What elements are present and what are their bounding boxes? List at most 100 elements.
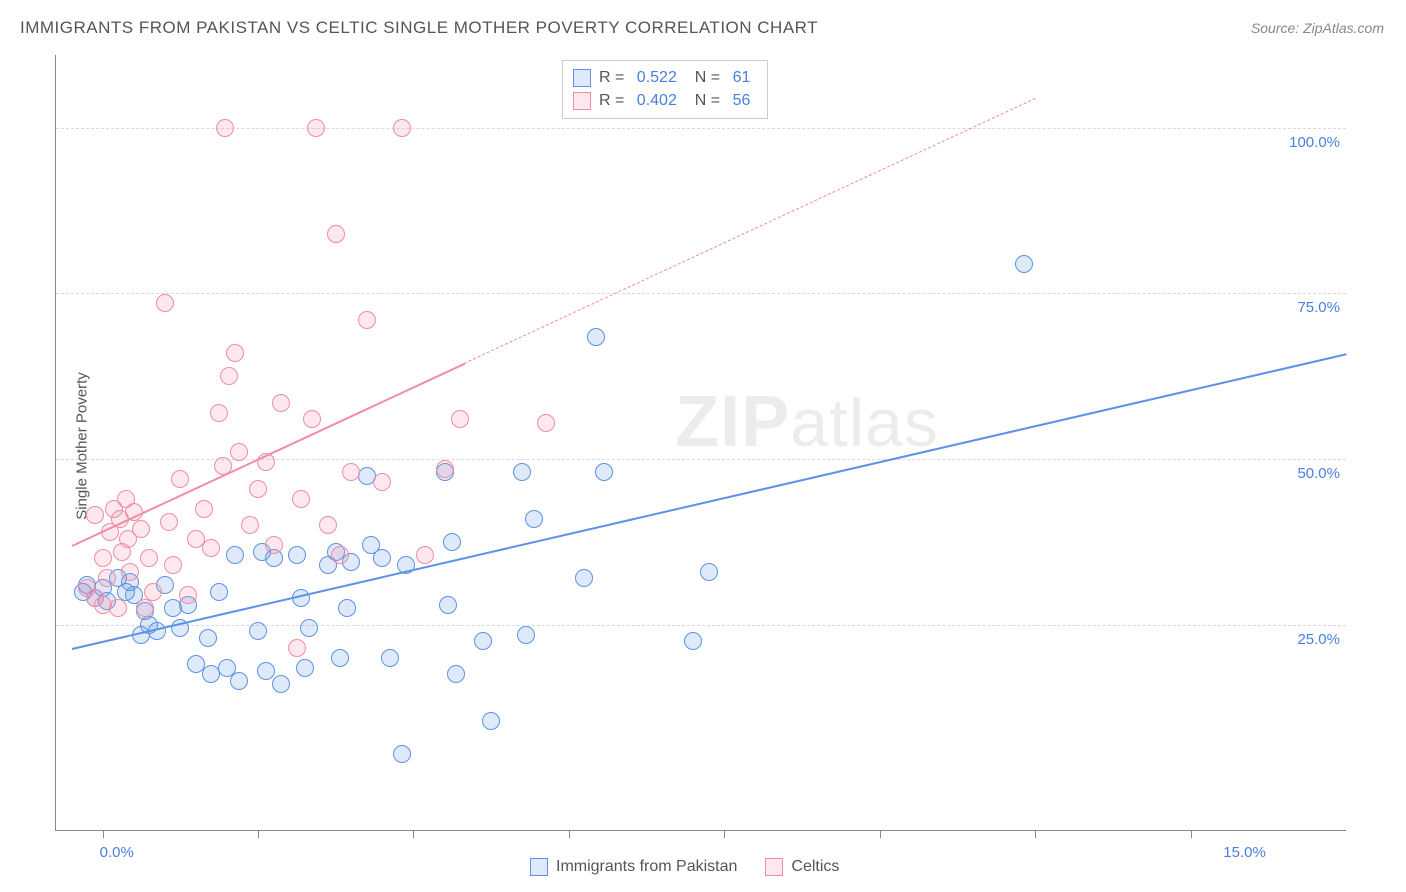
scatter-point — [447, 665, 465, 683]
stat-n-value: 61 — [733, 66, 757, 89]
scatter-point — [265, 536, 283, 554]
scatter-point — [241, 516, 259, 534]
scatter-point — [249, 622, 267, 640]
scatter-point — [171, 470, 189, 488]
x-tick — [724, 830, 725, 838]
x-tick — [413, 830, 414, 838]
scatter-point — [331, 546, 349, 564]
scatter-point — [121, 563, 139, 581]
scatter-point — [517, 626, 535, 644]
legend-swatch — [573, 69, 591, 87]
watermark-bold: ZIP — [675, 382, 790, 462]
scatter-point — [272, 675, 290, 693]
scatter-point — [700, 563, 718, 581]
scatter-point — [230, 443, 248, 461]
scatter-point — [226, 344, 244, 362]
scatter-point — [1015, 255, 1033, 273]
scatter-point — [86, 506, 104, 524]
scatter-point — [416, 546, 434, 564]
scatter-point — [397, 556, 415, 574]
stats-legend-box: R = 0.522 N = 61R = 0.402 N = 56 — [562, 60, 768, 119]
y-tick-label: 75.0% — [1297, 299, 1340, 316]
scatter-point — [109, 599, 127, 617]
scatter-point — [331, 649, 349, 667]
scatter-point — [144, 583, 162, 601]
scatter-point — [216, 119, 234, 137]
scatter-point — [684, 632, 702, 650]
scatter-point — [292, 589, 310, 607]
stats-row: R = 0.402N = 56 — [573, 89, 757, 112]
stat-n-label: N = — [695, 89, 725, 112]
scatter-point — [156, 294, 174, 312]
legend-label: Celtics — [791, 858, 839, 876]
scatter-point — [249, 480, 267, 498]
legend-swatch — [530, 858, 548, 876]
y-tick-label: 50.0% — [1297, 465, 1340, 482]
scatter-point — [439, 596, 457, 614]
scatter-point — [525, 510, 543, 528]
x-tick — [103, 830, 104, 838]
scatter-point — [327, 225, 345, 243]
scatter-point — [288, 546, 306, 564]
x-tick — [258, 830, 259, 838]
scatter-point — [226, 546, 244, 564]
legend-label: Immigrants from Pakistan — [556, 858, 737, 876]
x-tick — [1035, 830, 1036, 838]
scatter-point — [443, 533, 461, 551]
scatter-point — [342, 463, 360, 481]
scatter-point — [94, 549, 112, 567]
trend-line — [71, 353, 1346, 650]
x-tick — [880, 830, 881, 838]
stat-n-label: N = — [695, 66, 725, 89]
stats-row: R = 0.522 N = 61 — [573, 66, 757, 89]
scatter-point — [358, 311, 376, 329]
y-tick-label: 100.0% — [1289, 134, 1340, 151]
x-tick-label: 0.0% — [100, 844, 134, 861]
scatter-point — [595, 463, 613, 481]
gridline — [56, 128, 1346, 129]
y-tick-label: 25.0% — [1297, 631, 1340, 648]
scatter-point — [482, 712, 500, 730]
scatter-point — [195, 500, 213, 518]
scatter-point — [210, 583, 228, 601]
x-tick-label: 15.0% — [1223, 844, 1266, 861]
scatter-point — [230, 672, 248, 690]
scatter-point — [296, 659, 314, 677]
scatter-point — [199, 629, 217, 647]
scatter-point — [373, 473, 391, 491]
scatter-point — [202, 539, 220, 557]
scatter-point — [300, 619, 318, 637]
stat-n-value: 56 — [733, 89, 757, 112]
scatter-point — [220, 367, 238, 385]
scatter-point — [160, 513, 178, 531]
scatter-point — [513, 463, 531, 481]
scatter-point — [587, 328, 605, 346]
scatter-point — [148, 622, 166, 640]
stat-r-value: 0.402 — [637, 89, 687, 112]
scatter-point — [257, 453, 275, 471]
legend-swatch — [765, 858, 783, 876]
source-link[interactable]: ZipAtlas.com — [1303, 20, 1384, 36]
scatter-point — [132, 520, 150, 538]
scatter-point — [393, 119, 411, 137]
legend-swatch — [573, 92, 591, 110]
source-label: Source: ZipAtlas.com — [1251, 20, 1384, 36]
legend-item: Celtics — [765, 858, 839, 876]
gridline — [56, 459, 1346, 460]
chart-plot-area: ZIPatlas 25.0% 50.0% 75.0% 100.0% — [55, 55, 1346, 831]
chart-title: IMMIGRANTS FROM PAKISTAN VS CELTIC SINGL… — [20, 18, 818, 38]
stat-r-value: 0.522 — [637, 66, 687, 89]
watermark-rest: atlas — [790, 385, 939, 461]
scatter-point — [140, 549, 158, 567]
scatter-point — [393, 745, 411, 763]
scatter-point — [381, 649, 399, 667]
scatter-point — [214, 457, 232, 475]
scatter-point — [179, 586, 197, 604]
scatter-point — [373, 549, 391, 567]
scatter-point — [136, 599, 154, 617]
scatter-point — [575, 569, 593, 587]
stat-r-label: R = — [599, 66, 629, 89]
scatter-point — [164, 556, 182, 574]
x-tick — [569, 830, 570, 838]
scatter-point — [474, 632, 492, 650]
